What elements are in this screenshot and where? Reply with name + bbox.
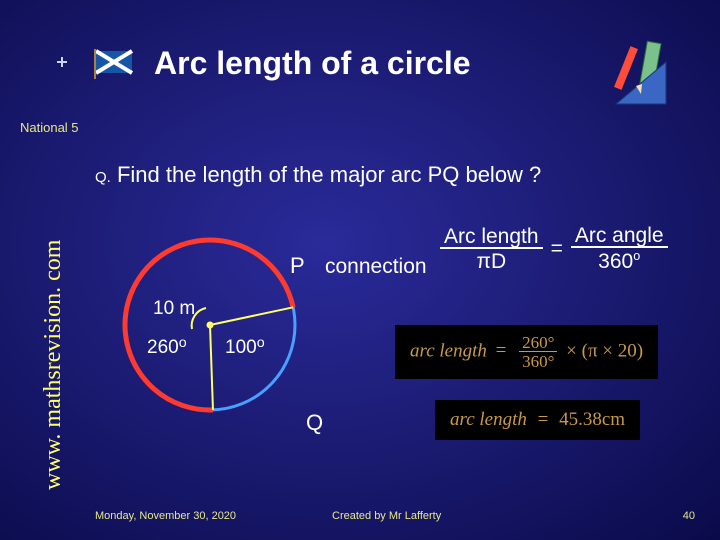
formula-proportion: Arc length πD = Arc angle 360o: [440, 225, 668, 272]
footer-date: Monday, November 30, 2020: [95, 510, 236, 522]
circle-diagram: [110, 225, 310, 425]
radius-p: [210, 307, 293, 325]
footer-page-number: 40: [683, 510, 695, 522]
question-body: Find the length of the major arc PQ belo…: [111, 162, 541, 187]
formula-lhs: Arc length πD: [440, 226, 543, 272]
equation-step1: arc length = 260° 360° × (π × 20): [395, 325, 658, 379]
footer-credit: Created by Mr Lafferty: [332, 510, 441, 522]
major-angle-label: 260o: [147, 337, 187, 359]
scotland-flag-icon: [90, 49, 134, 79]
slide-title: Arc length of a circle: [154, 45, 471, 82]
title-bullet: [55, 55, 69, 69]
connection-label: connection: [325, 255, 427, 279]
point-q-label: Q: [306, 410, 323, 436]
minor-angle-label: 100o: [225, 337, 265, 359]
point-p-label: P: [290, 253, 305, 279]
question-prefix: Q.: [95, 169, 111, 186]
center-dot: [207, 322, 214, 329]
website-sidebar: www. mathsrevision. com: [40, 240, 67, 490]
radius-q: [210, 325, 213, 410]
question-text: Q. Find the length of the major arc PQ b…: [95, 162, 541, 188]
national-level: National 5: [20, 120, 79, 135]
equals-sign: =: [551, 237, 563, 261]
stationery-icon: [608, 40, 678, 110]
equation-result: arc length = 45.38cm: [435, 400, 640, 440]
radius-label: 10 m: [153, 298, 195, 320]
title-area: Arc length of a circle: [90, 45, 660, 82]
formula-rhs: Arc angle 360o: [571, 225, 668, 272]
